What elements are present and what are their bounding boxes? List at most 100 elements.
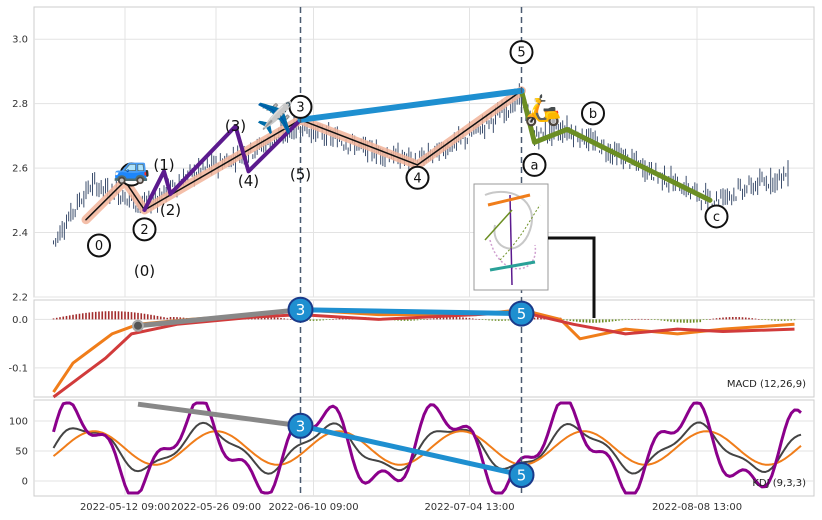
macd-bar (88, 312, 91, 320)
macd-bar (692, 319, 695, 323)
wave-label: 2 (140, 223, 148, 238)
macd-bar (640, 318, 643, 320)
wave-path-correction (519, 88, 713, 203)
macd-bar (98, 311, 100, 320)
macd-bar (169, 316, 172, 320)
macd-bar (283, 318, 286, 320)
macd-bar (406, 319, 409, 321)
macd-bar (715, 318, 718, 320)
divergence-marker (287, 412, 314, 439)
wave-label: 5 (517, 46, 525, 61)
macd-bar (104, 311, 107, 320)
macd-bar (754, 318, 757, 320)
macd-bar (718, 317, 721, 320)
macd-bar (634, 319, 637, 320)
macd-bar (751, 318, 754, 320)
macd-bar (312, 319, 315, 321)
macd-bar (276, 317, 279, 320)
macd-bar (666, 319, 669, 322)
wave-label-circle (288, 94, 313, 119)
wave-path-primary-core (85, 90, 523, 221)
macd-bar (790, 319, 793, 321)
spiral-inset (473, 183, 549, 291)
macd-bar (725, 317, 728, 320)
macd-bar (728, 317, 731, 320)
macd-bar (413, 319, 416, 321)
macd-bar (403, 319, 406, 321)
scooter-emoji: 🛵 (524, 93, 561, 128)
x-tick-label: 2022-05-12 09:00 (80, 502, 170, 513)
macd-bar (569, 319, 572, 321)
wave-label: c (713, 210, 720, 225)
wave-path-divergence (297, 87, 525, 123)
macd-bar (738, 317, 741, 320)
macd-bar (585, 319, 588, 323)
macd-bar (494, 319, 497, 321)
macd-bar (650, 319, 653, 320)
wave-label: 1 (127, 168, 135, 183)
macd-bar (62, 316, 65, 320)
wave-label-circle (405, 165, 430, 190)
macd-bar (647, 319, 650, 320)
macd-bar (439, 317, 442, 320)
macd-bar (598, 319, 601, 323)
macd-bar (562, 319, 565, 321)
macd-bar (595, 319, 598, 323)
macd-bar (335, 318, 338, 320)
wave-label: (2) (160, 201, 181, 219)
macd-bar (120, 311, 123, 320)
macd-bar (627, 319, 630, 320)
indicator-lines (52, 307, 802, 495)
macd-bar (130, 312, 133, 320)
macd-bar (263, 316, 266, 320)
macd-bar (166, 317, 169, 320)
macd-bar (575, 319, 578, 322)
wave-label-circle (522, 152, 547, 177)
divergence-marker (508, 462, 535, 488)
macd-bar (91, 312, 94, 320)
divergence-marker (508, 300, 535, 327)
divergence-marker-label: 3 (296, 417, 306, 435)
wave-label: 3 (296, 100, 304, 115)
macd-bar (761, 319, 763, 320)
macd-bar (143, 313, 146, 320)
wave-label-circle (509, 40, 534, 65)
macd-bar (744, 317, 747, 320)
macd-bar (137, 312, 139, 320)
macd-bar (280, 318, 282, 320)
macd-bar (533, 317, 536, 320)
macd-bar (722, 317, 724, 320)
macd-bar (787, 319, 789, 321)
kdj-y-tick-label: 50 (15, 447, 28, 458)
macd-bar (78, 313, 81, 320)
macd-bar (712, 318, 715, 320)
macd-bar (176, 317, 178, 320)
macd-bar (572, 319, 575, 322)
tick-labels: 2022-05-12 09:00 2022-05-26 09:00 2022-06-… (8, 35, 742, 513)
macd-bar (481, 319, 484, 320)
macd-bar (423, 319, 425, 320)
x-tick-label: 2022-08-08 13:00 (652, 502, 742, 513)
kdj-line-d (52, 430, 802, 466)
wave-label-circle (119, 162, 144, 187)
macd-bar (133, 312, 136, 320)
macd-bar (267, 317, 269, 320)
macd-bar (582, 319, 585, 323)
wave-label: (1) (153, 156, 174, 174)
macd-line (52, 310, 795, 399)
x-tick-label: 2022-05-26 09:00 (171, 502, 261, 513)
macd-bar (319, 319, 321, 321)
macd-bar (156, 315, 159, 320)
macd-bar (731, 316, 734, 320)
wave-labels: MACD (12,26,9) KDJ (9,3,3) 0 (0) 1 2 (1) (2) (3)… (87, 40, 806, 489)
macd-bar (683, 319, 685, 323)
macd-bar (462, 317, 464, 320)
macd-bar (442, 317, 445, 320)
price-y-tick-label: 2.4 (12, 228, 28, 239)
macd-bar (68, 315, 71, 320)
macd-bar (309, 319, 312, 321)
macd-bar (153, 315, 156, 320)
macd-bar (468, 318, 471, 320)
macd-bar (270, 317, 273, 320)
macd-bar (618, 319, 620, 321)
